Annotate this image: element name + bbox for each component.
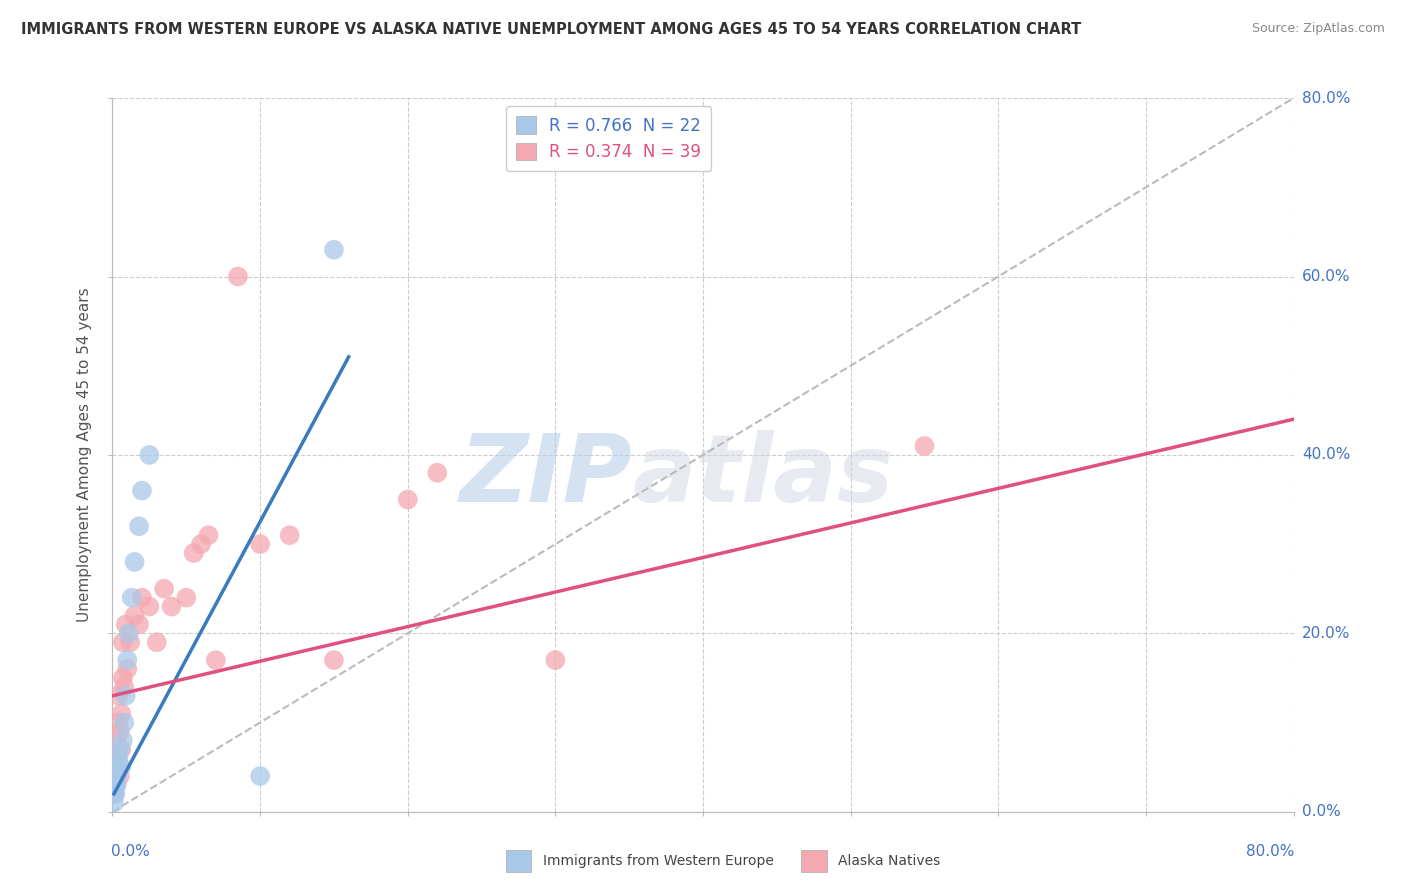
- Point: [396, 492, 419, 507]
- Text: 0.0%: 0.0%: [111, 844, 150, 859]
- Point: [105, 769, 128, 783]
- Point: [111, 733, 134, 747]
- Point: [107, 760, 129, 774]
- Point: [117, 653, 138, 667]
- Text: 40.0%: 40.0%: [1302, 448, 1350, 462]
- Point: [110, 706, 132, 721]
- Point: [111, 671, 134, 685]
- Text: atlas: atlas: [633, 430, 893, 523]
- Point: [249, 769, 271, 783]
- Point: [112, 680, 135, 694]
- Point: [108, 769, 131, 783]
- Point: [103, 796, 125, 810]
- Point: [426, 466, 449, 480]
- Point: [105, 751, 128, 765]
- Point: [128, 519, 150, 533]
- Point: [124, 608, 146, 623]
- Point: [323, 653, 346, 667]
- Text: ZIP: ZIP: [460, 430, 633, 523]
- Point: [121, 591, 143, 605]
- Point: [103, 751, 125, 765]
- Point: [146, 635, 169, 649]
- Text: 80.0%: 80.0%: [1302, 91, 1350, 105]
- Point: [105, 733, 128, 747]
- Point: [131, 483, 153, 498]
- Text: 20.0%: 20.0%: [1302, 626, 1350, 640]
- Text: 0.0%: 0.0%: [1302, 805, 1340, 819]
- Point: [226, 269, 249, 284]
- Point: [183, 546, 205, 560]
- Point: [153, 582, 176, 596]
- Point: [138, 448, 160, 462]
- Point: [114, 689, 136, 703]
- Point: [112, 715, 135, 730]
- Text: IMMIGRANTS FROM WESTERN EUROPE VS ALASKA NATIVE UNEMPLOYMENT AMONG AGES 45 TO 54: IMMIGRANTS FROM WESTERN EUROPE VS ALASKA…: [21, 22, 1081, 37]
- Text: 60.0%: 60.0%: [1302, 269, 1350, 284]
- Point: [104, 778, 127, 792]
- Point: [197, 528, 219, 542]
- Point: [914, 439, 936, 453]
- Point: [120, 635, 142, 649]
- Text: Alaska Natives: Alaska Natives: [838, 855, 941, 868]
- Y-axis label: Unemployment Among Ages 45 to 54 years: Unemployment Among Ages 45 to 54 years: [77, 287, 93, 623]
- Point: [107, 751, 129, 765]
- Point: [104, 778, 127, 792]
- Point: [249, 537, 271, 551]
- Point: [131, 591, 153, 605]
- Point: [118, 626, 141, 640]
- Point: [105, 778, 128, 792]
- Point: [278, 528, 301, 542]
- Point: [138, 599, 160, 614]
- Point: [104, 787, 127, 801]
- Point: [103, 787, 125, 801]
- Legend: R = 0.766  N = 22, R = 0.374  N = 39: R = 0.766 N = 22, R = 0.374 N = 39: [506, 106, 711, 171]
- Point: [104, 760, 127, 774]
- Point: [114, 617, 136, 632]
- Point: [205, 653, 228, 667]
- Point: [124, 555, 146, 569]
- Point: [160, 599, 183, 614]
- Point: [103, 787, 125, 801]
- Point: [107, 689, 129, 703]
- Point: [110, 760, 132, 774]
- Point: [323, 243, 346, 257]
- Text: 80.0%: 80.0%: [1246, 844, 1295, 859]
- Point: [190, 537, 212, 551]
- Point: [110, 742, 132, 756]
- Point: [107, 715, 129, 730]
- Text: Immigrants from Western Europe: Immigrants from Western Europe: [543, 855, 773, 868]
- Point: [174, 591, 197, 605]
- Point: [117, 662, 138, 676]
- Point: [103, 769, 125, 783]
- Point: [128, 617, 150, 632]
- Point: [108, 742, 131, 756]
- Point: [108, 724, 131, 739]
- Text: Source: ZipAtlas.com: Source: ZipAtlas.com: [1251, 22, 1385, 36]
- Point: [111, 635, 134, 649]
- Point: [544, 653, 567, 667]
